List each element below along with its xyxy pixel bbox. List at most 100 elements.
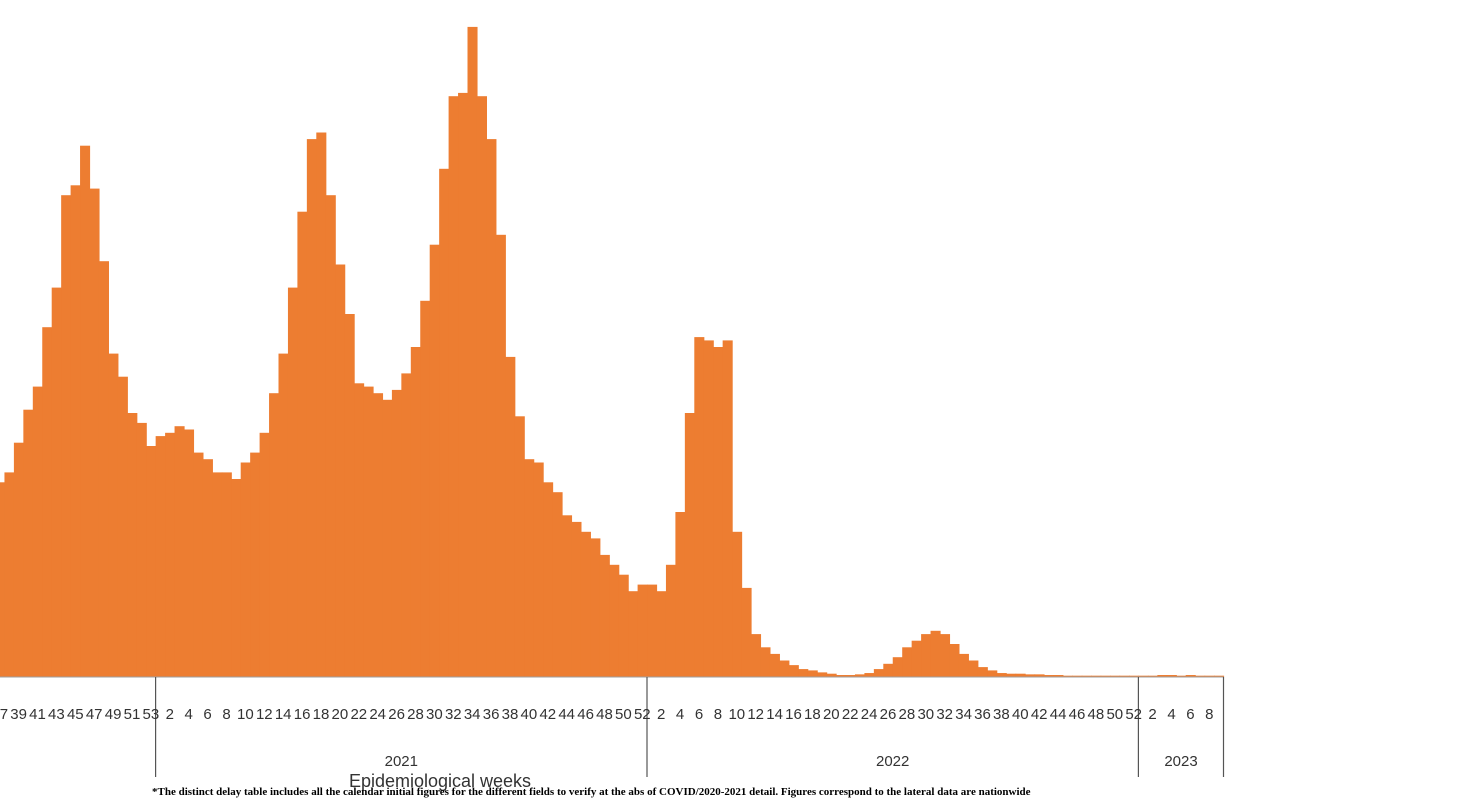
bar-2021-w35: [476, 96, 487, 677]
bar-2022-w40: [1015, 673, 1026, 677]
bar-2021-w13: [269, 393, 280, 677]
bar-2022-w24: [864, 673, 875, 677]
tick-label: 16: [785, 706, 802, 723]
bar-2021-w50: [618, 574, 629, 677]
tick-label: 14: [275, 706, 292, 723]
bar-2021-w2: [165, 432, 176, 677]
bar-2022-w30: [921, 634, 932, 677]
tick-label: 8: [1205, 706, 1213, 723]
tick-label: 47: [86, 706, 103, 723]
tick-label: 51: [124, 706, 141, 723]
bar-prev-w48: [98, 261, 109, 677]
bar-2022-w17: [798, 669, 809, 677]
tick-label: 50: [615, 706, 632, 723]
tick-label: 43: [48, 706, 65, 723]
tick-label: 50: [1106, 706, 1123, 723]
bar-2021-w5: [193, 452, 204, 677]
tick-label: 26: [880, 706, 897, 723]
bar-2022-w36: [977, 667, 988, 677]
bar-2021-w7: [212, 472, 223, 677]
bar-2022-w19: [817, 672, 828, 677]
tick-labels-group: 3739414345474951532468101214161820222426…: [0, 706, 1213, 723]
bar-2021-w39: [514, 416, 525, 677]
bar-2022-w48: [1091, 675, 1102, 677]
bar-2022-w27: [892, 657, 903, 677]
tick-label: 40: [521, 706, 538, 723]
bar-2022-w13: [760, 647, 771, 677]
bar-2022-w18: [807, 670, 818, 677]
bar-2021-w34: [467, 26, 478, 677]
bar-2021-w29: [420, 300, 431, 677]
tick-label: 30: [426, 706, 443, 723]
bar-2022-w26: [883, 663, 894, 677]
tick-label: 2: [1148, 706, 1156, 723]
tick-label: 46: [1069, 706, 1086, 723]
bar-prev-w46: [80, 145, 91, 677]
bar-prev-w49: [108, 353, 119, 677]
bar-prev-w51: [127, 413, 138, 677]
bar-2021-w23: [363, 386, 374, 677]
bar-2021-w25: [382, 399, 393, 677]
tick-label: 20: [332, 706, 349, 723]
bar-2021-w45: [571, 521, 582, 677]
tick-label: 2: [657, 706, 665, 723]
tick-label: 22: [842, 706, 859, 723]
bar-2021-w14: [278, 353, 289, 677]
bar-2021-w52: [637, 584, 648, 677]
bar-2021-w51: [628, 591, 639, 677]
tick-label: 39: [10, 706, 27, 723]
tick-label: 16: [294, 706, 311, 723]
tick-label: 32: [936, 706, 953, 723]
tick-label: 4: [676, 706, 684, 723]
bar-2022-w43: [1043, 675, 1054, 677]
tick-label: 44: [1050, 706, 1067, 723]
bar-2022-w28: [902, 647, 913, 677]
bar-2022-w7: [703, 340, 714, 677]
bar-2022-w5: [684, 413, 695, 677]
tick-label: 40: [1012, 706, 1029, 723]
bar-2021-w43: [552, 492, 563, 677]
bar-2021-w19: [325, 195, 336, 677]
year-label-2021: 2021: [385, 753, 418, 770]
tick-label: 48: [596, 706, 613, 723]
bar-prev-w52: [136, 422, 147, 677]
tick-label: 2: [166, 706, 174, 723]
bar-2022-w4: [675, 512, 686, 677]
footnote: *The distinct delay table includes all t…: [152, 786, 1031, 798]
tick-label: 6: [203, 706, 211, 723]
bar-2022-w29: [911, 640, 922, 677]
bar-2022-w9: [722, 340, 733, 677]
tick-label: 36: [974, 706, 991, 723]
bar-2021-w36: [486, 139, 497, 678]
bar-2023-w1: [1138, 675, 1149, 677]
bar-2022-w47: [1081, 675, 1092, 677]
tick-label: 52: [634, 706, 651, 723]
bar-2021-w10: [240, 462, 251, 677]
tick-label: 20: [823, 706, 840, 723]
bar-2021-w38: [505, 356, 516, 677]
bar-2021-w31: [439, 168, 450, 678]
tick-label: 14: [766, 706, 783, 723]
bar-prev-w37: [0, 482, 6, 677]
tick-label: 8: [222, 706, 230, 723]
year-labels-group: 2021 2022 2023: [385, 753, 1198, 770]
tick-label: 36: [483, 706, 500, 723]
bar-2021-w47: [590, 538, 601, 677]
bar-2021-w1: [155, 436, 166, 677]
bar-2023-w2: [1147, 675, 1158, 677]
tick-label: 26: [388, 706, 405, 723]
bar-prev-w53: [146, 446, 157, 677]
bar-prev-w44: [61, 195, 72, 677]
tick-label: 49: [105, 706, 122, 723]
bar-2021-w46: [580, 531, 591, 677]
tick-label: 38: [502, 706, 519, 723]
bar-2022-w6: [694, 337, 705, 677]
bar-2021-w4: [184, 429, 195, 677]
tick-label: 12: [747, 706, 764, 723]
bar-prev-w50: [117, 376, 128, 677]
bar-2022-w34: [958, 653, 969, 677]
bar-2022-w22: [845, 675, 856, 677]
bar-2022-w1: [647, 584, 658, 677]
tick-label: 48: [1088, 706, 1105, 723]
tick-label: 10: [728, 706, 745, 723]
